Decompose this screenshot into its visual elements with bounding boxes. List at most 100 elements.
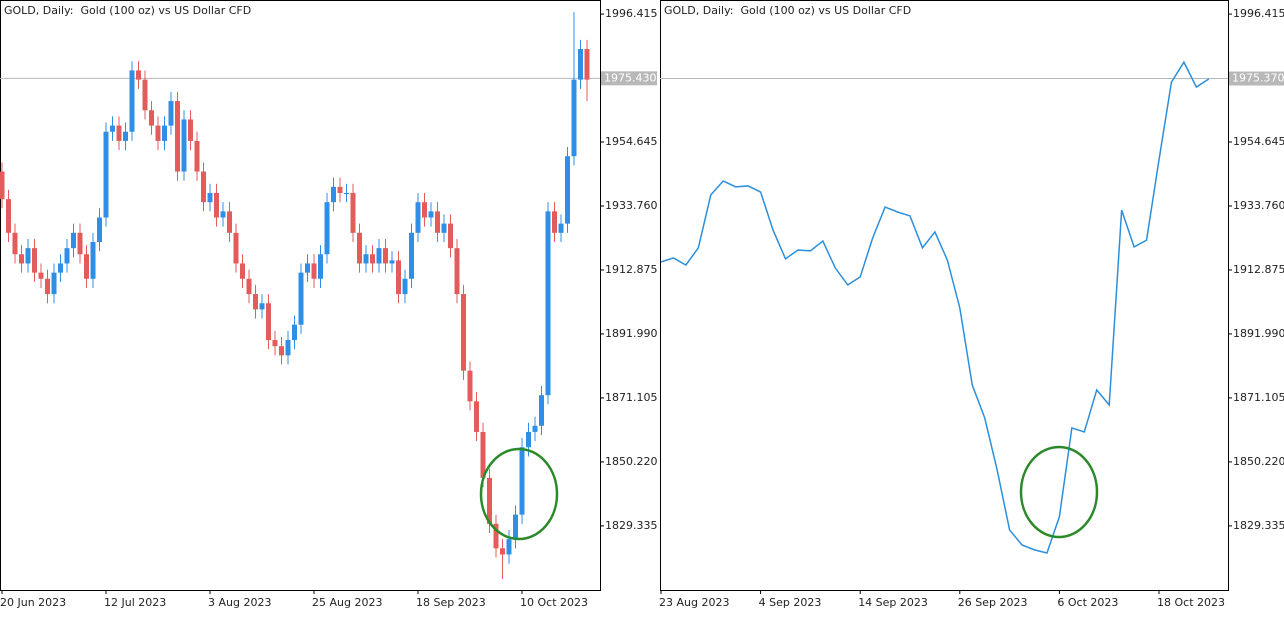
candle-body [539, 395, 544, 426]
x-tick-label: 14 Sep 2023 [858, 596, 928, 609]
candle-body [162, 125, 167, 141]
candle-body [188, 119, 193, 141]
x-tick-label: 20 Jun 2023 [0, 596, 66, 609]
candle-body [0, 171, 5, 200]
candle-body [103, 131, 109, 218]
candle-body [149, 110, 154, 126]
candle-body [19, 254, 24, 264]
candle-body [415, 202, 421, 233]
candle-body [110, 125, 115, 132]
candle-body [181, 119, 187, 172]
candle-body [454, 248, 460, 295]
candle-body [493, 523, 499, 549]
candle-body [474, 401, 479, 432]
x-tick-label: 18 Sep 2023 [416, 596, 486, 609]
plot-frame [660, 0, 1229, 591]
x-tick-label: 10 Oct 2023 [520, 596, 588, 609]
candle-body [318, 254, 323, 279]
candle-body [38, 272, 44, 279]
candle-body [428, 211, 434, 218]
price-label-bg [601, 71, 657, 86]
y-tick-label: 1829.335 [605, 519, 658, 532]
candle-body [324, 202, 330, 255]
candle-body [441, 223, 447, 233]
candle-body [350, 192, 356, 233]
candle-body [383, 248, 388, 264]
candle-body [344, 192, 349, 194]
candle-body [389, 260, 395, 264]
candle-body [6, 199, 11, 233]
candle-body [571, 79, 577, 157]
x-tick-label: 23 Aug 2023 [659, 596, 729, 609]
x-tick-label: 26 Sep 2023 [958, 596, 1028, 609]
candle-body [201, 171, 206, 203]
marks: GOLD, Daily: Gold (100 oz) vs US Dollar … [0, 4, 1284, 609]
y-tick-label: 1933.760 [1233, 199, 1284, 212]
x-tick-label: 12 Jul 2023 [104, 596, 166, 609]
candle-body [168, 101, 174, 126]
candle-body [396, 260, 401, 295]
candle-body [402, 278, 408, 295]
highlight-circle [479, 447, 559, 541]
y-tick-label: 1954.645 [1233, 135, 1284, 148]
y-tick-label: 1996.415 [605, 7, 658, 20]
x-tick-label: 25 Aug 2023 [312, 596, 382, 609]
x-tick-label: 4 Sep 2023 [759, 596, 822, 609]
candle-body [129, 70, 135, 132]
candle-body [259, 303, 265, 310]
x-tick-label: 3 Aug 2023 [208, 596, 271, 609]
candle-body [207, 192, 213, 203]
candle-body [253, 294, 258, 310]
y-tick-label: 1850.220 [1233, 455, 1284, 468]
candle-body [513, 514, 518, 540]
candle-body [500, 548, 505, 555]
candle-body [246, 278, 252, 295]
chart-title: GOLD, Daily: Gold (100 oz) vs US Dollar … [664, 4, 911, 17]
candle-body [194, 140, 200, 172]
y-tick-label: 1954.645 [605, 135, 658, 148]
candle-body [370, 254, 375, 264]
y-tick-label: 1912.875 [605, 263, 658, 276]
candle-body [175, 101, 180, 172]
candle-body [77, 232, 83, 255]
candle-body [233, 232, 239, 264]
candle-body [578, 49, 583, 80]
candle-body [552, 211, 557, 233]
y-tick-label: 1891.990 [1233, 327, 1284, 340]
candle-body [123, 131, 128, 141]
candle-body [480, 431, 486, 478]
price-label-bg [1229, 71, 1284, 86]
candle-body [305, 263, 310, 273]
candle-body [272, 340, 278, 347]
candle-body [285, 340, 291, 356]
candle-body [487, 477, 492, 524]
y-tick-label: 1871.105 [1233, 391, 1284, 404]
candle-body [532, 425, 538, 432]
y-tick-label: 1996.415 [1233, 7, 1284, 20]
price-label: 1975.430 [604, 71, 657, 84]
chart-title: GOLD, Daily: Gold (100 oz) vs US Dollar … [4, 4, 251, 17]
candle-body [25, 248, 31, 264]
candle-body [409, 232, 414, 279]
plot-frame [0, 0, 601, 591]
x-tick-label: 18 Oct 2023 [1157, 596, 1225, 609]
candle-body [279, 346, 284, 356]
y-tick-label: 1933.760 [605, 199, 658, 212]
candle-body [422, 202, 427, 218]
candle-body [116, 125, 122, 141]
candle-body [376, 248, 382, 264]
candle-body [142, 79, 148, 111]
candle-body [311, 263, 317, 279]
y-tick-label: 1871.105 [605, 391, 658, 404]
candle-body [58, 263, 63, 273]
candle-body [214, 192, 219, 218]
candle-body [467, 370, 473, 402]
y-tick-label: 1891.990 [605, 327, 658, 340]
candle-body [292, 324, 297, 341]
y-tick-label: 1829.335 [1233, 519, 1284, 532]
candle-body [584, 49, 590, 80]
candle-body [357, 232, 362, 264]
candle-body [331, 186, 336, 203]
candle-body [506, 539, 512, 555]
